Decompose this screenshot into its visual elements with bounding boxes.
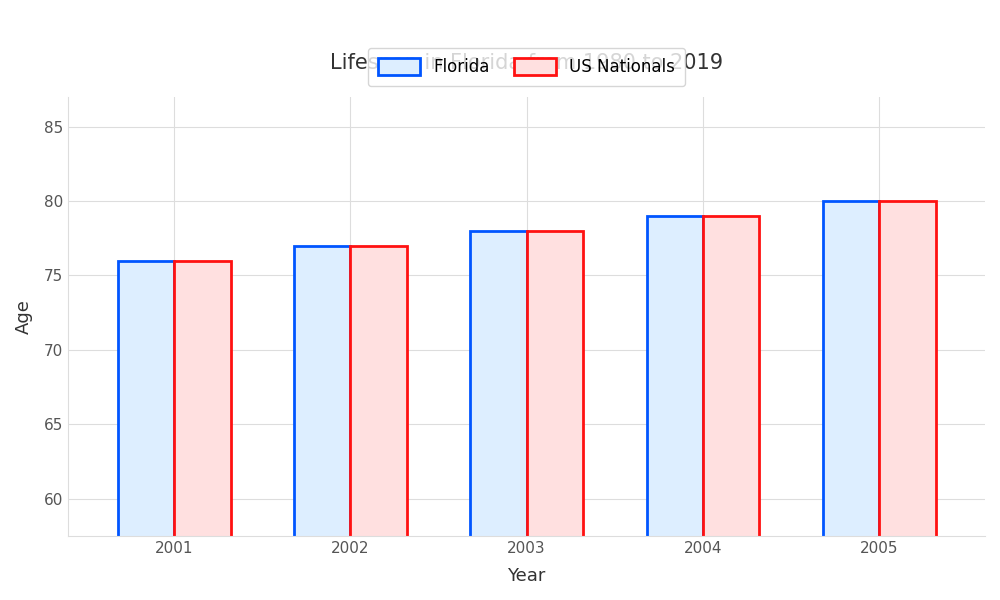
Y-axis label: Age: Age — [15, 299, 33, 334]
Title: Lifespan in Florida from 1980 to 2019: Lifespan in Florida from 1980 to 2019 — [330, 53, 723, 73]
Legend: Florida, US Nationals: Florida, US Nationals — [368, 48, 685, 86]
Bar — [350, 245, 407, 600]
X-axis label: Year: Year — [507, 567, 546, 585]
Bar — [823, 201, 879, 600]
Bar — [118, 260, 174, 600]
Bar — [174, 260, 231, 600]
Bar — [703, 216, 759, 600]
Bar — [294, 245, 350, 600]
Bar — [647, 216, 703, 600]
Bar — [879, 201, 936, 600]
Bar — [470, 231, 527, 600]
Bar — [527, 231, 583, 600]
